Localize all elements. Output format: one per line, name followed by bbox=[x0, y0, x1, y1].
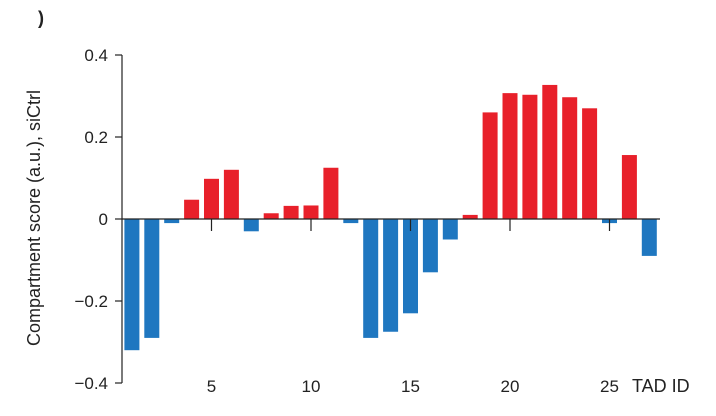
bar-tad-19 bbox=[482, 112, 498, 219]
bar-tad-6 bbox=[223, 169, 239, 219]
bar-tad-11 bbox=[323, 167, 339, 219]
bar-tad-10 bbox=[303, 205, 319, 219]
bar-tad-21 bbox=[522, 94, 538, 219]
bar-tad-3 bbox=[164, 219, 180, 224]
bar-tad-7 bbox=[243, 219, 259, 232]
bar-tad-13 bbox=[363, 219, 379, 338]
bar-tad-15 bbox=[403, 219, 418, 314]
bar-tad-27 bbox=[641, 219, 657, 256]
y-tick-label: −0.4 bbox=[74, 374, 108, 393]
bar-tad-26 bbox=[621, 155, 637, 219]
y-tick-label: −0.2 bbox=[74, 292, 108, 311]
bars-group bbox=[124, 84, 657, 351]
bar-tad-24 bbox=[582, 108, 598, 219]
y-tick-label: 0.4 bbox=[84, 46, 108, 65]
bar-tad-20 bbox=[502, 93, 518, 219]
bar-tad-18 bbox=[462, 214, 478, 219]
bar-tad-16 bbox=[422, 219, 438, 273]
bar-tad-4 bbox=[184, 199, 200, 219]
bar-tad-2 bbox=[144, 219, 160, 338]
x-tick-label: 5 bbox=[207, 377, 216, 396]
x-axis-label: TAD ID bbox=[632, 376, 690, 396]
x-tick-label: 25 bbox=[600, 377, 619, 396]
y-tick-label: 0.2 bbox=[84, 128, 108, 147]
bar-tad-17 bbox=[442, 219, 458, 240]
bar-tad-22 bbox=[542, 84, 558, 220]
y-tick-label: 0 bbox=[99, 210, 108, 229]
x-tick-label: 15 bbox=[401, 377, 420, 396]
bar-tad-23 bbox=[562, 97, 578, 219]
bar-tad-9 bbox=[283, 205, 299, 219]
bar-tad-1 bbox=[124, 219, 140, 351]
y-axis-label: Compartment score (a.u.), siCtrl bbox=[24, 90, 44, 346]
bar-tad-5 bbox=[204, 178, 219, 219]
panel-label: ) bbox=[38, 8, 44, 28]
bar-tad-12 bbox=[343, 219, 359, 224]
x-tick-label: 10 bbox=[302, 377, 321, 396]
axes-group: 0.4 0.2 0 −0.2 −0.4 5 10 15 20 25 bbox=[74, 46, 660, 396]
bar-tad-14 bbox=[383, 219, 399, 332]
x-tick-label: 20 bbox=[501, 377, 520, 396]
bar-tad-8 bbox=[263, 213, 279, 219]
